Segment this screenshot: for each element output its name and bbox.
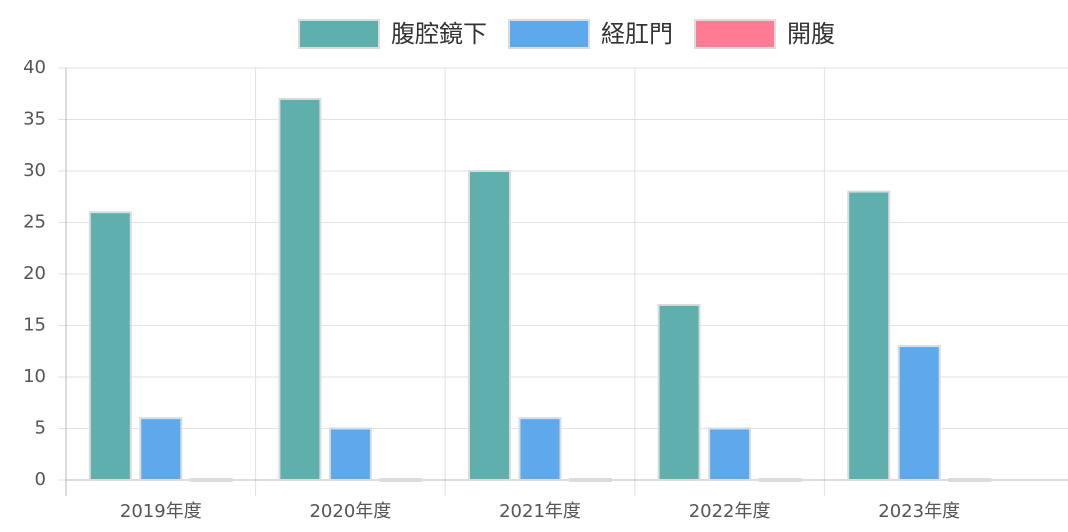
bar bbox=[948, 478, 992, 482]
bar bbox=[328, 427, 372, 481]
bar bbox=[468, 170, 511, 481]
y-tick-label: 30 bbox=[23, 160, 46, 181]
legend-swatch bbox=[508, 19, 590, 49]
y-tick-label: 25 bbox=[23, 212, 46, 233]
y-tick-label: 35 bbox=[23, 109, 46, 130]
y-tick-label: 5 bbox=[35, 418, 46, 439]
legend-label: 開腹 bbox=[787, 20, 835, 48]
bar bbox=[708, 427, 752, 481]
bar bbox=[569, 478, 612, 482]
bar bbox=[657, 303, 701, 481]
bar bbox=[897, 345, 941, 481]
bar bbox=[379, 478, 423, 482]
x-tick-label: 2021年度 bbox=[499, 501, 581, 522]
bar bbox=[88, 211, 132, 481]
y-tick-label: 0 bbox=[35, 469, 46, 490]
x-tick-label: 2020年度 bbox=[309, 501, 391, 522]
y-tick-label: 20 bbox=[23, 263, 46, 284]
legend-label: 経肛門 bbox=[601, 20, 673, 48]
y-tick-label: 10 bbox=[23, 366, 46, 387]
bar bbox=[758, 478, 802, 482]
y-tick-label: 15 bbox=[23, 315, 46, 336]
bar bbox=[278, 97, 322, 482]
x-tick-label: 2023年度 bbox=[878, 501, 960, 522]
bar bbox=[189, 478, 233, 482]
x-tick-label: 2019年度 bbox=[120, 501, 202, 522]
bar bbox=[139, 417, 183, 482]
legend-swatch bbox=[298, 19, 380, 49]
legend-swatch bbox=[694, 19, 776, 49]
bar bbox=[847, 190, 891, 481]
legend-label: 腹腔鏡下 bbox=[391, 20, 487, 48]
x-tick-label: 2022年度 bbox=[689, 501, 771, 522]
y-tick-label: 40 bbox=[23, 57, 46, 78]
bar bbox=[518, 417, 562, 482]
